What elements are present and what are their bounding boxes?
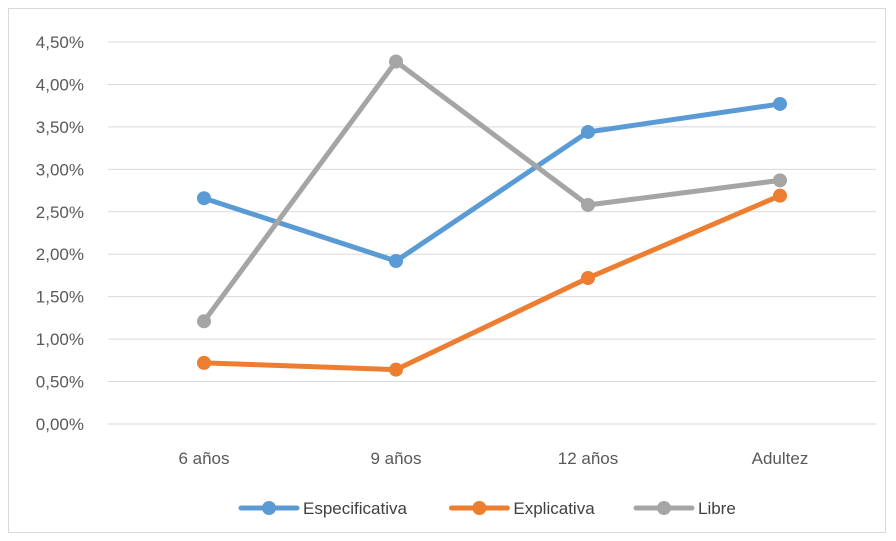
series-lines [197, 54, 787, 377]
legend-label: Especificativa [303, 499, 407, 518]
legend-label: Explicativa [513, 499, 595, 518]
legend-item-explicativa: Explicativa [448, 499, 595, 518]
x-tick-label: 12 años [558, 449, 619, 468]
y-tick-label: 1,50% [36, 288, 84, 307]
x-tick-label: Adultez [752, 449, 809, 468]
data-point-explicativa [581, 270, 595, 285]
x-tick-label: 9 años [370, 449, 421, 468]
y-tick-label: 1,00% [36, 330, 84, 349]
data-point-libre [581, 197, 595, 212]
data-point-especificativa [389, 254, 403, 269]
data-point-libre [389, 54, 403, 69]
series-especificativa [197, 96, 787, 269]
data-point-libre [773, 173, 787, 188]
gridlines [108, 41, 876, 425]
x-axis-tick-labels: 6 años 9 años 12 años Adultez [178, 449, 808, 468]
data-point-explicativa [773, 188, 787, 203]
y-tick-label: 4,00% [36, 75, 84, 94]
legend: Especificativa Explicativa Libre [238, 499, 736, 518]
data-point-libre [197, 314, 211, 329]
legend-swatch-marker [472, 501, 487, 515]
series-line-explicativa [201, 193, 783, 373]
series-line-libre [201, 59, 783, 324]
series-explicativa [197, 188, 787, 377]
y-tick-label: 3,50% [36, 118, 84, 137]
legend-item-libre: Libre [633, 499, 736, 518]
data-point-especificativa [197, 191, 211, 206]
data-point-explicativa [197, 355, 211, 370]
data-point-especificativa [773, 96, 787, 111]
y-tick-label: 0,00% [36, 415, 84, 434]
chart-frame [8, 8, 886, 533]
data-point-explicativa [389, 362, 403, 377]
data-point-especificativa [581, 124, 595, 139]
y-axis-tick-labels: 0,00% 0,50% 1,00% 1,50% 2,00% 2,50% 3,00% 3,50%… [36, 33, 84, 434]
legend-swatch-marker [262, 501, 276, 515]
series-libre [197, 54, 787, 329]
x-tick-label: 6 años [178, 449, 229, 468]
y-tick-label: 4,50% [36, 33, 84, 52]
y-tick-label: 2,00% [36, 245, 84, 264]
legend-swatch-marker [657, 501, 671, 515]
legend-label: Libre [698, 499, 736, 518]
legend-item-especificativa: Especificativa [238, 499, 407, 518]
series-line-especificativa [201, 101, 783, 264]
y-tick-label: 0,50% [36, 373, 84, 392]
y-tick-label: 2,50% [36, 203, 84, 222]
y-tick-label: 3,00% [36, 160, 84, 179]
